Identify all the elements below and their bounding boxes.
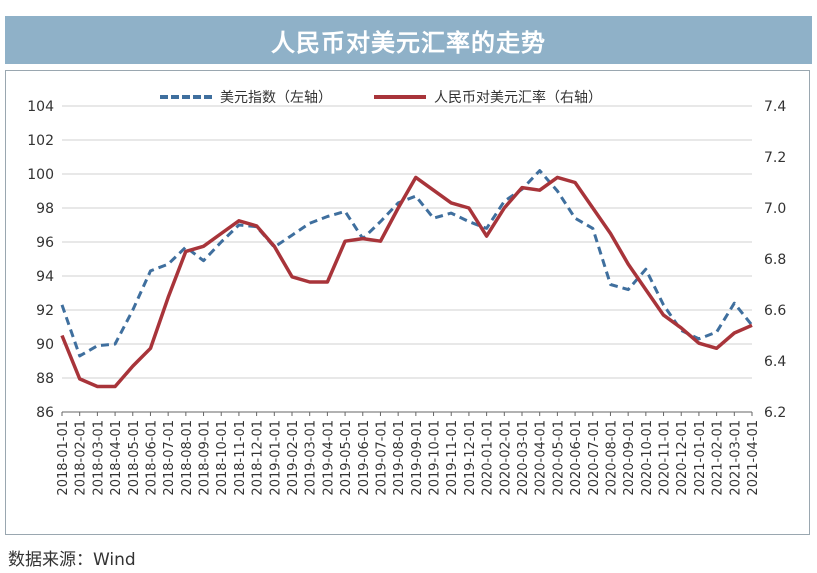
right-axis-tick-label: 7.0 [764,201,786,217]
x-axis-tick-label: 2020-08-01 [604,420,619,496]
legend-swatch-dashed [160,95,212,99]
x-axis-tick-label: 2018-10-01 [215,420,230,496]
x-axis-tick-label: 2018-08-01 [180,420,195,496]
right-axis-tick-label: 6.8 [764,252,786,268]
left-axis-tick-label: 90 [36,337,54,353]
x-axis-tick-label: 2019-09-01 [410,420,425,496]
x-axis-tick-label: 2020-10-01 [640,420,655,496]
x-axis-tick-label: 2020-07-01 [587,420,602,496]
x-axis-tick-label: 2018-05-01 [127,420,142,496]
x-axis-tick-label: 2019-08-01 [392,420,407,496]
x-axis-tick-label: 2019-06-01 [357,420,372,496]
x-axis-tick-label: 2020-09-01 [622,420,637,496]
x-axis-tick-label: 2021-02-01 [711,420,726,496]
x-axis-tick-label: 2019-03-01 [304,420,319,496]
x-axis-tick-label: 2018-12-01 [251,420,266,496]
x-axis-tick-label: 2018-07-01 [162,420,177,496]
legend-item-usd-index: 美元指数（左轴） [160,87,332,107]
x-axis-tick-label: 2020-06-01 [569,420,584,496]
series-line-usd-index [60,169,754,358]
x-axis-tick-label: 2018-02-01 [74,420,89,496]
x-axis-tick-label: 2019-01-01 [268,420,283,496]
legend-item-cny-rate: 人民币对美元汇率（右轴） [374,87,602,107]
x-axis-tick-label: 2020-11-01 [658,420,673,496]
series-line-cny-rate [60,175,753,389]
left-axis-tick-label: 96 [36,235,54,251]
legend-swatch-solid [374,95,426,99]
left-axis-tick-label: 88 [36,371,54,387]
x-axis-tick-label: 2019-12-01 [463,420,478,496]
x-axis-tick-label: 2018-01-01 [56,420,71,496]
x-axis-tick-label: 2020-04-01 [534,420,549,496]
x-axis-tick-label: 2019-02-01 [286,420,301,496]
left-axis-tick-label: 104 [27,99,54,115]
x-axis-tick-label: 2020-01-01 [481,420,496,496]
x-axis-tick-label: 2021-01-01 [693,420,708,496]
x-axis-tick-label: 2021-04-01 [746,420,761,496]
x-axis-tick-label: 2018-04-01 [109,420,124,496]
x-axis-tick-label: 2019-05-01 [339,420,354,496]
chart-frame [5,70,810,535]
chart-legend: 美元指数（左轴） 人民币对美元汇率（右轴） [160,87,602,107]
legend-label-cny-rate: 人民币对美元汇率（右轴） [434,90,602,106]
right-axis-tick-label: 7.4 [764,99,786,115]
left-axis-tick-label: 98 [36,201,54,217]
legend-label-usd-index: 美元指数（左轴） [220,90,332,106]
x-axis-tick-label: 2018-11-01 [233,420,248,496]
x-axis-tick-label: 2020-12-01 [675,420,690,496]
x-axis-tick-label: 2018-06-01 [144,420,159,496]
x-axis-tick-label: 2020-05-01 [551,420,566,496]
left-axis-tick-label: 86 [36,405,54,421]
chart-title-bar: 人民币对美元汇率的走势 [5,16,812,64]
right-axis-tick-label: 6.4 [764,354,786,370]
left-axis-tick-label: 102 [27,133,54,149]
chart-title: 人民币对美元汇率的走势 [271,28,546,57]
right-axis-tick-label: 6.6 [764,303,786,319]
x-axis-tick-label: 2020-02-01 [498,420,513,496]
left-axis-tick-label: 100 [27,167,54,183]
source-note: 数据来源：Wind [8,550,136,570]
x-axis-tick-label: 2019-10-01 [428,420,443,496]
right-axis-tick-label: 7.2 [764,150,786,166]
x-axis-tick-label: 2021-03-01 [728,420,743,496]
x-axis-tick-label: 2018-03-01 [91,420,106,496]
x-axis-tick-label: 2020-03-01 [516,420,531,496]
x-axis-tick-label: 2019-04-01 [321,420,336,496]
x-axis-tick-label: 2019-07-01 [374,420,389,496]
x-axis-tick-label: 2019-11-01 [445,420,460,496]
left-axis-tick-label: 94 [36,269,54,285]
x-axis-tick-label: 2018-09-01 [198,420,213,496]
left-axis-tick-label: 92 [36,303,54,319]
right-axis-tick-label: 6.2 [764,405,786,421]
